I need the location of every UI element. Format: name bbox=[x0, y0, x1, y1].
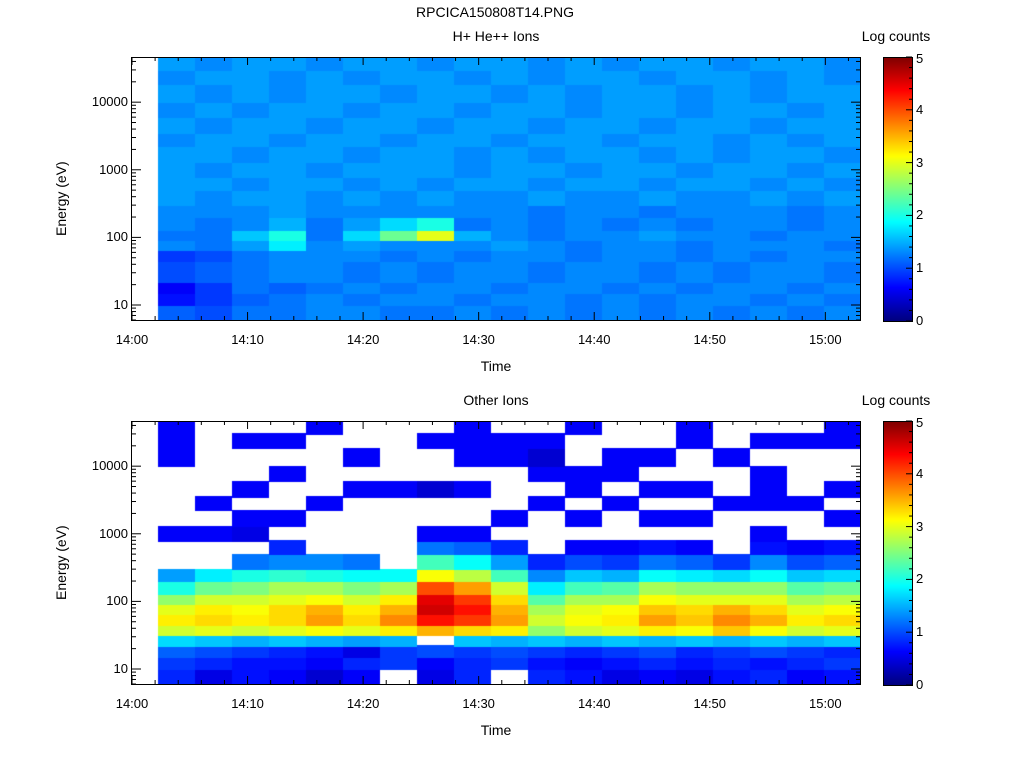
panel-1-spectrogram bbox=[132, 58, 860, 320]
panel-2-spectrogram bbox=[132, 422, 860, 684]
panel-1-title: H+ He++ Ions bbox=[452, 28, 540, 44]
colorbar-tick-label: 1 bbox=[916, 624, 924, 640]
colorbar-tick-label: 4 bbox=[916, 465, 924, 481]
colorbar-tick-label: 2 bbox=[916, 207, 924, 223]
x-tick-label: 14:30 bbox=[462, 332, 495, 347]
x-tick-label: 14:30 bbox=[462, 696, 495, 711]
x-tick-label: 14:00 bbox=[115, 696, 149, 711]
colorbar-tick-label: 1 bbox=[916, 260, 924, 276]
colorbar-tick-label: 5 bbox=[916, 415, 924, 430]
colorbar-tick-label: 0 bbox=[916, 677, 924, 692]
y-tick-label: 10000 bbox=[91, 94, 128, 110]
x-tick-label: 14:40 bbox=[577, 696, 611, 711]
x-tick-label: 14:50 bbox=[693, 696, 727, 711]
panel-2-title: Other Ions bbox=[463, 392, 529, 408]
panel-2-colorbar-title: Log counts bbox=[861, 392, 931, 408]
colorbar-tick-label: 3 bbox=[916, 518, 924, 534]
x-tick-label: 14:10 bbox=[231, 696, 264, 711]
x-tick-label: 14:10 bbox=[231, 332, 264, 347]
y-tick-label: 10000 bbox=[91, 458, 128, 474]
x-tick-label: 15:00 bbox=[809, 696, 842, 711]
panel-1-xlabel: Time bbox=[480, 358, 512, 374]
colorbar-tick-label: 0 bbox=[916, 313, 924, 328]
x-tick-label: 14:40 bbox=[577, 332, 611, 347]
colorbar-tick-label: 2 bbox=[916, 571, 924, 587]
colorbar-tick-label: 3 bbox=[916, 154, 924, 170]
x-tick-label: 14:00 bbox=[115, 332, 149, 347]
x-tick-label: 14:20 bbox=[346, 332, 380, 347]
figure-title: RPCICA150808T14.PNG bbox=[416, 4, 574, 20]
panel-1-colorbar-title: Log counts bbox=[861, 28, 931, 44]
y-tick-label: 10 bbox=[113, 297, 128, 312]
x-tick-label: 14:50 bbox=[693, 332, 727, 347]
colorbar-tick-label: 5 bbox=[916, 51, 924, 66]
panel-1-colorbar bbox=[884, 57, 912, 321]
y-tick-label: 100 bbox=[106, 593, 128, 609]
colorbar-tick-label: 4 bbox=[916, 101, 924, 117]
panel-2-xlabel: Time bbox=[480, 722, 512, 738]
y-tick-label: 1000 bbox=[99, 525, 128, 541]
y-tick-label: 1000 bbox=[99, 161, 128, 177]
x-tick-label: 14:20 bbox=[346, 696, 380, 711]
y-tick-label: 10 bbox=[113, 661, 128, 676]
y-tick-label: 100 bbox=[106, 229, 128, 245]
panel-2-colorbar bbox=[884, 421, 912, 685]
x-tick-label: 15:00 bbox=[809, 332, 842, 347]
